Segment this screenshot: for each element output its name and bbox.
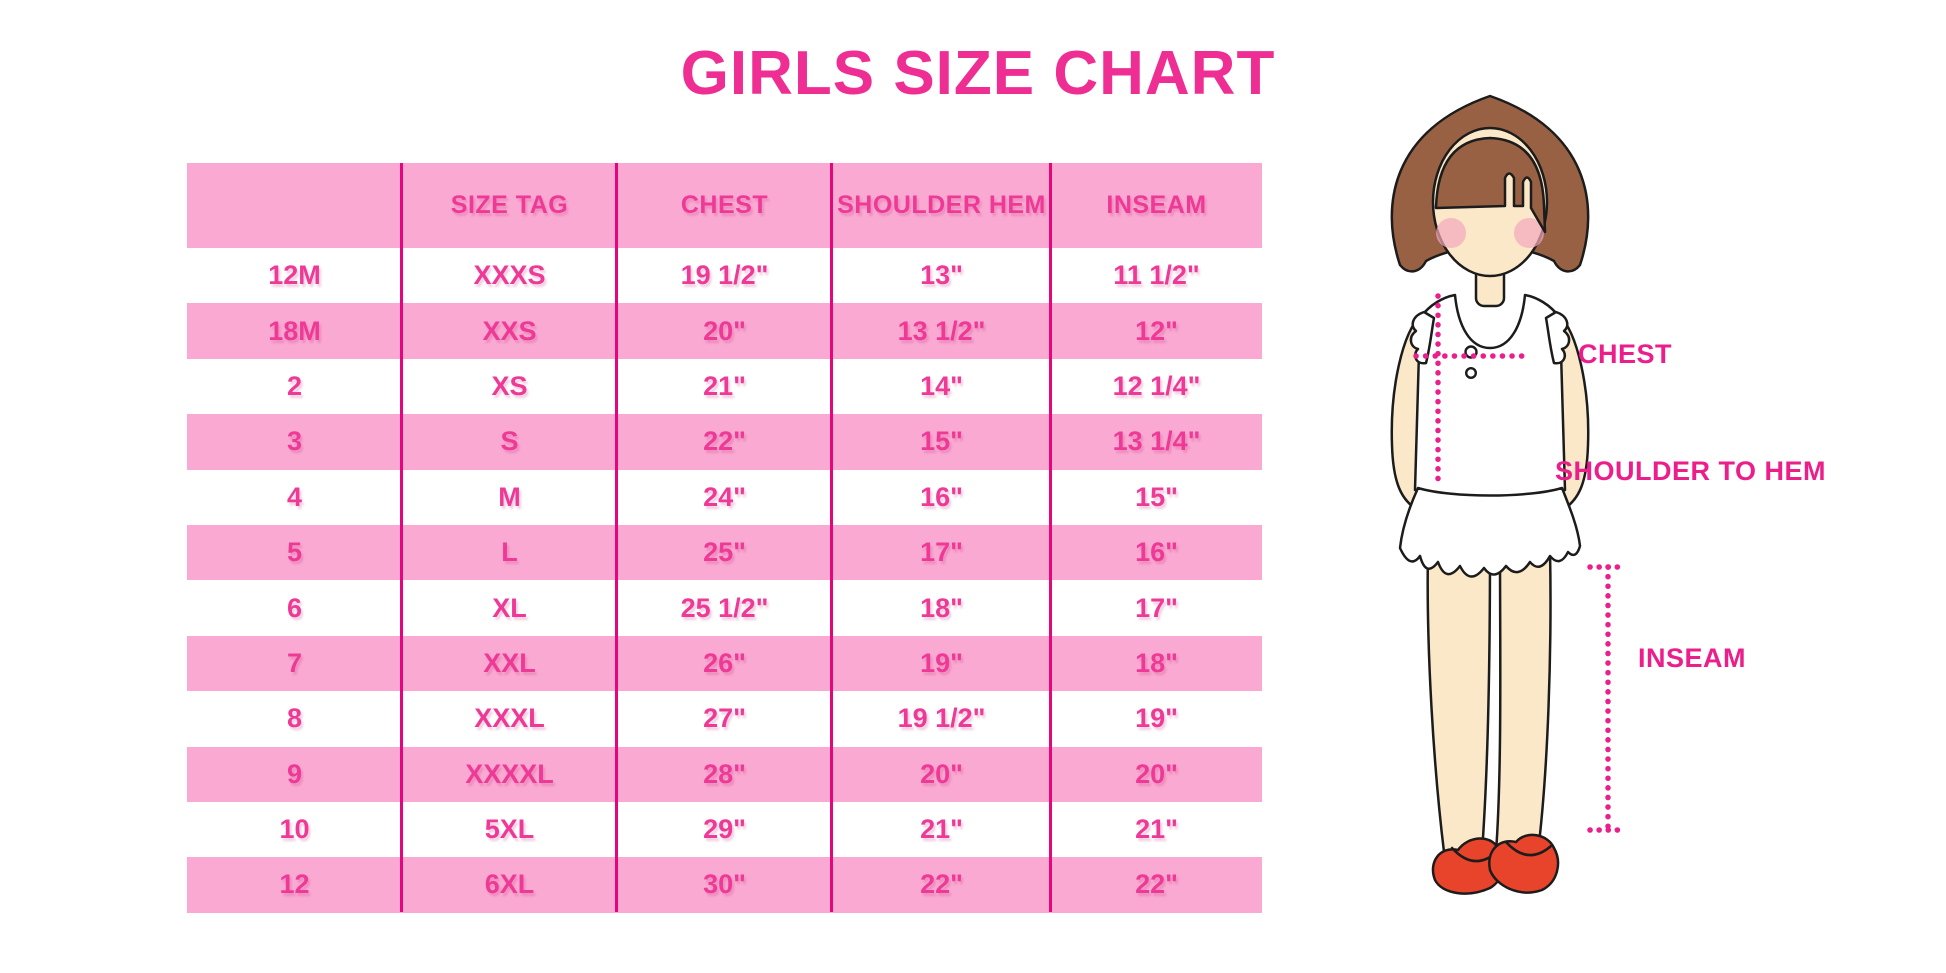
table-cell: 19" — [1135, 703, 1178, 734]
table-cell: 18" — [920, 592, 963, 623]
table-cell: 28" — [703, 758, 746, 789]
table-row: 12 6XL 30" 22" 22" — [187, 857, 1262, 913]
size-table: SIZE TAG CHEST SHOULDER HEM INSEAM 12M X… — [187, 163, 1262, 913]
table-cell: 29" — [703, 814, 746, 845]
table-cell: L — [501, 537, 518, 568]
right-shoe — [1488, 833, 1560, 894]
header-cell-size-tag: SIZE TAG — [450, 191, 569, 219]
table-row: 9 XXXXL 28" 20" 20" — [187, 746, 1262, 802]
table-cell: 13 1/2" — [897, 315, 986, 346]
table-cell: 24" — [703, 481, 746, 512]
table-cell: 22" — [1135, 869, 1178, 900]
table-row: 7 XXL 26" 19" 18" — [187, 635, 1262, 692]
table-cell: XL — [492, 592, 527, 623]
table-cell: 15" — [1135, 481, 1178, 512]
table-cell: 12 — [279, 869, 310, 900]
table-cell: 15" — [920, 426, 963, 457]
table-cell: XXXS — [473, 260, 546, 291]
table-cell: 4 — [286, 481, 303, 512]
left-leg-shape — [1426, 548, 1492, 854]
header-cell-chest: CHEST — [680, 191, 769, 219]
table-cell: 9 — [286, 758, 303, 789]
table-cell: XXS — [482, 315, 537, 346]
table-cell: 18" — [1135, 647, 1178, 678]
skirt-shape — [1398, 486, 1582, 578]
table-cell: XS — [491, 370, 528, 401]
right-ruffle-shape — [1544, 310, 1571, 365]
table-cell: 21" — [1135, 814, 1178, 845]
right-leg-shape — [1494, 548, 1552, 854]
table-cell: 7 — [286, 647, 303, 678]
column-divider — [830, 163, 833, 912]
column-divider — [615, 163, 618, 912]
table-cell: 12M — [268, 260, 321, 291]
table-cell: 21" — [920, 814, 963, 845]
table-row: 12M XXXS 19 1/2" 13" 11 1/2" — [187, 248, 1262, 303]
header-cell-inseam: INSEAM — [1106, 191, 1207, 219]
inseam-measurement-label: INSEAM — [1638, 643, 1747, 673]
table-cell: M — [498, 481, 521, 512]
table-cell: 5 — [286, 537, 303, 568]
table-row: 3 S 22" 15" 13 1/4" — [187, 414, 1262, 470]
table-row: 18M XXS 20" 13 1/2" 12" — [187, 303, 1262, 359]
bangs-shape — [1434, 136, 1547, 234]
table-cell: 16" — [1135, 537, 1178, 568]
shoulder-hem-measurement-label: SHOULDER TO HEM — [1555, 456, 1827, 486]
table-cell: 19" — [920, 647, 963, 678]
table-cell: 20" — [920, 758, 963, 789]
table-cell: 17" — [1135, 592, 1178, 623]
table-cell: 6XL — [484, 869, 535, 900]
table-cell: 12" — [1135, 315, 1178, 346]
chest-measurement-label: CHEST — [1578, 339, 1673, 369]
left-blush — [1436, 218, 1466, 248]
table-header-row: SIZE TAG CHEST SHOULDER HEM INSEAM — [187, 163, 1262, 248]
table-cell: 10 — [279, 814, 310, 845]
table-row: 4 M 24" 16" 15" — [187, 470, 1262, 525]
shirt-button-bottom — [1464, 367, 1477, 380]
table-cell: 5XL — [484, 814, 535, 845]
table-row: 8 XXXL 27" 19 1/2" 19" — [187, 691, 1262, 746]
table-cell: 25" — [703, 537, 746, 568]
table-cell: 13 1/4" — [1112, 426, 1201, 457]
table-row: 2 XS 21" 14" 12 1/4" — [187, 359, 1262, 414]
table-cell: 27" — [703, 703, 746, 734]
left-ruffle-shape — [1409, 310, 1436, 365]
table-cell: 19 1/2" — [897, 703, 986, 734]
table-cell: 16" — [920, 481, 963, 512]
table-cell: 20" — [703, 315, 746, 346]
table-cell: 11 1/2" — [1113, 260, 1200, 291]
table-cell: XXL — [483, 647, 536, 678]
table-cell: 14" — [920, 370, 963, 401]
header-cell-shoulder-hem: SHOULDER HEM — [837, 191, 1046, 219]
table-cell: 3 — [286, 426, 303, 457]
right-blush — [1514, 218, 1544, 248]
page-title: GIRLS SIZE CHART — [680, 39, 1276, 108]
table-cell: S — [500, 426, 519, 457]
table-cell: 22" — [703, 426, 746, 457]
table-cell: 8 — [286, 703, 303, 734]
girl-figure-illustration — [1390, 94, 1621, 895]
table-cell: 25 1/2" — [680, 592, 769, 623]
table-cell: 2 — [286, 370, 303, 401]
table-row: 5 L 25" 17" 16" — [187, 524, 1262, 581]
table-cell: 30" — [703, 869, 746, 900]
right-shoe-strap — [1504, 840, 1553, 857]
table-cell: 22" — [920, 869, 963, 900]
table-cell: 12 1/4" — [1112, 370, 1201, 401]
table-cell: 13" — [920, 260, 963, 291]
table-cell: 18M — [268, 315, 321, 346]
table-cell: 26" — [703, 647, 746, 678]
table-cell: 6 — [286, 592, 303, 623]
table-cell: XXXXL — [465, 758, 554, 789]
table-cell: XXXL — [474, 703, 545, 734]
table-cell: 21" — [703, 370, 746, 401]
table-cell: 17" — [920, 537, 963, 568]
table-row: 6 XL 25 1/2" 18" 17" — [187, 580, 1262, 635]
table-row: 10 5XL 29" 21" 21" — [187, 802, 1262, 857]
column-divider — [400, 163, 403, 912]
table-cell: 20" — [1135, 758, 1178, 789]
table-cell: 19 1/2" — [680, 260, 769, 291]
column-divider — [1049, 163, 1052, 912]
